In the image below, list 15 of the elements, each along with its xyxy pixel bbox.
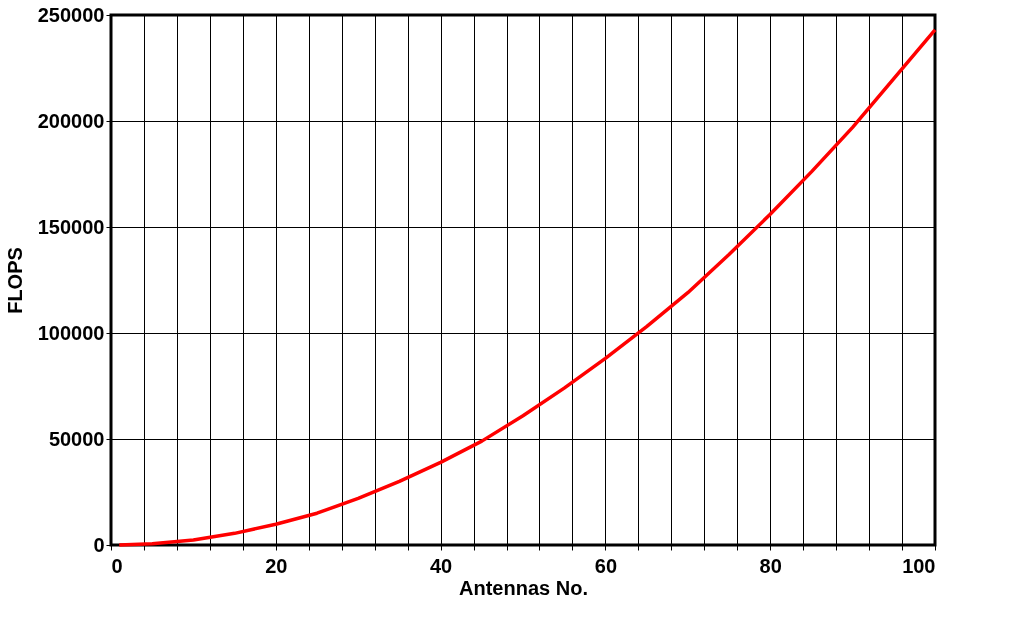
x-tick-label: 80 [759,554,782,577]
y-tick-label: 0 [93,533,105,556]
y-tick-label: 250000 [37,3,105,26]
line-series [117,28,937,547]
y-tick-label: 100000 [37,321,105,344]
y-tick-label: 200000 [37,109,105,132]
y-tick-label: 150000 [37,215,105,238]
x-tick-label: 40 [429,554,453,577]
x-tick-label: 0 [111,554,123,577]
x-axis-title: Antennas No. [459,576,588,599]
x-tick-label: 60 [594,554,618,577]
y-tick-label: 50000 [48,427,105,450]
y-axis-title: FLOPS [3,247,26,314]
x-tick-label: 20 [265,554,288,577]
x-tick-label: 100 [902,554,936,577]
